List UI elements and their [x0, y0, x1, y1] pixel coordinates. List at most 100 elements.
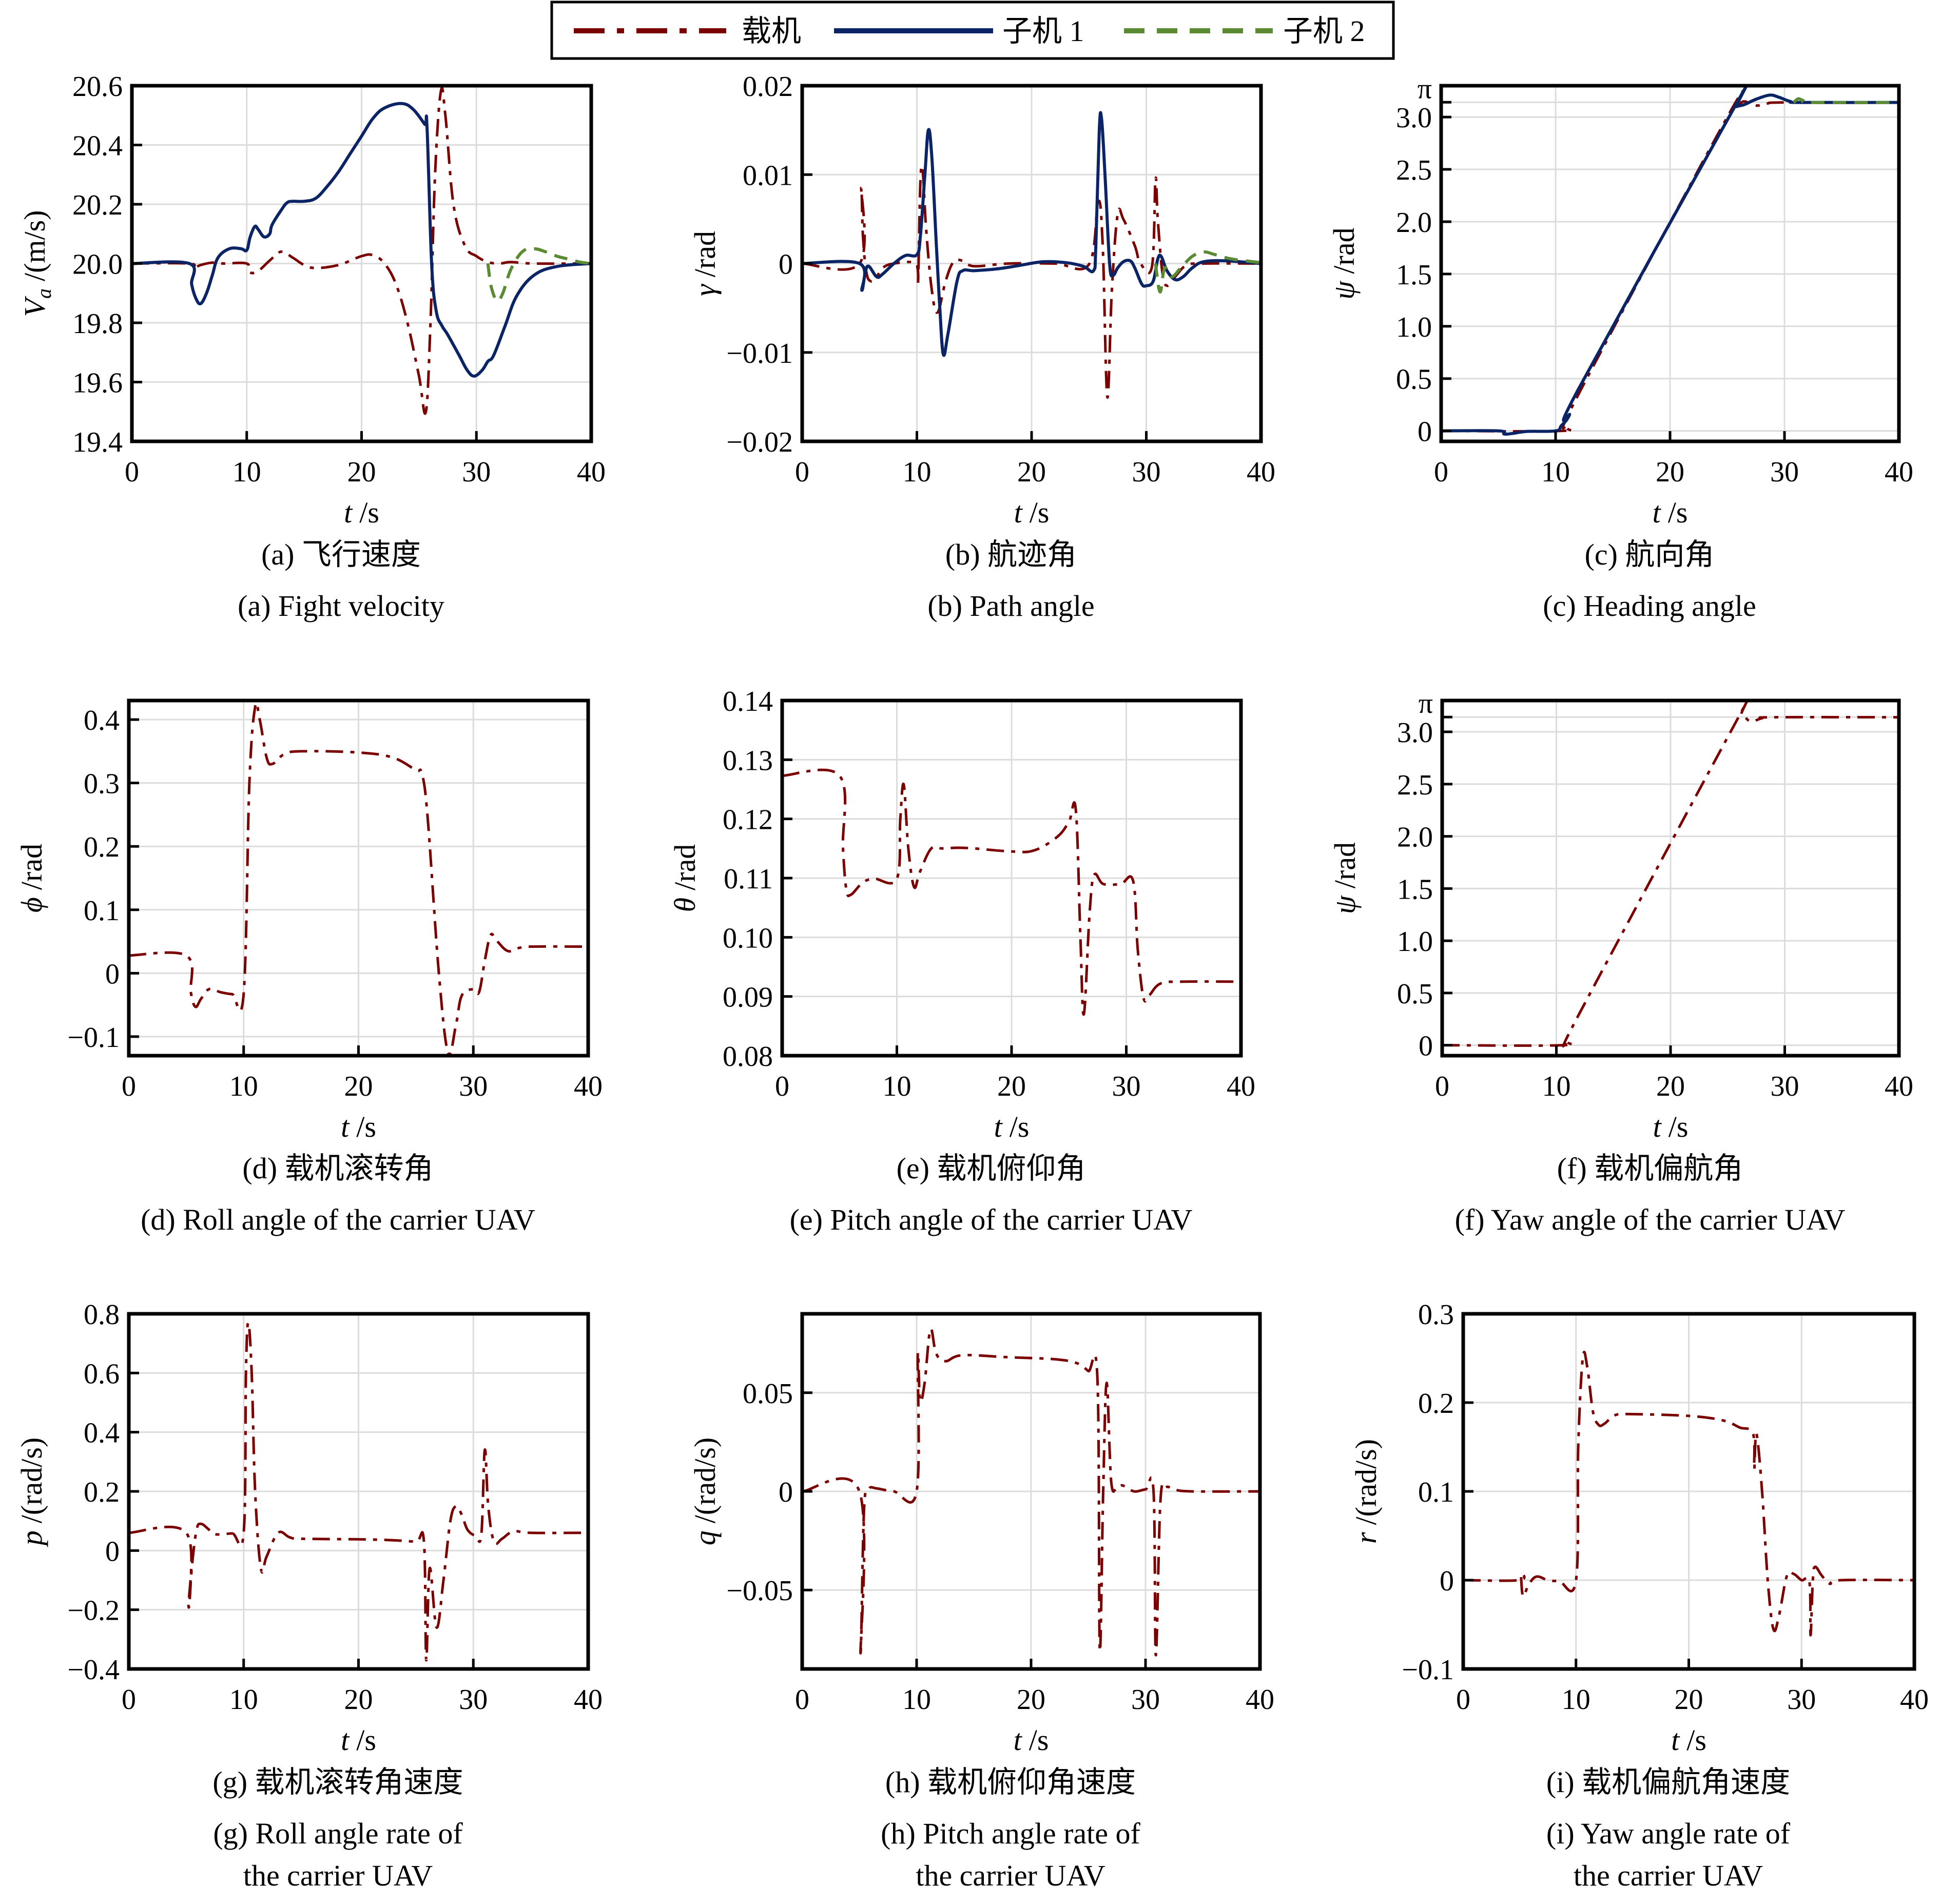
series-group-i [1463, 1350, 1914, 1637]
subplot-b: 0 10 20 30 40 −0.02 −0.01 0 0.01 0.02 γ/rad t/s (b) … [688, 71, 1275, 623]
y-axis-symbol: r [1349, 1532, 1383, 1544]
y-tick-label: 0.5 [1397, 978, 1433, 1010]
y-axis-subscript: a [32, 288, 55, 299]
x-tick-label: 20 [344, 1071, 373, 1102]
grid-h [802, 1314, 1260, 1669]
x-tick-label: 30 [1132, 456, 1161, 488]
y-axis-label-b: γ/rad [688, 231, 722, 296]
x-tick-label: 20 [1017, 1684, 1045, 1716]
y-tick-label: 3.0 [1396, 102, 1432, 134]
y-axis-label-g: p /(rad/s) [15, 1437, 48, 1548]
x-tick-label: 0 [1434, 456, 1448, 488]
series-group-a [132, 87, 591, 415]
y-tick-label: 20.2 [72, 189, 123, 221]
x-tick-label: 30 [462, 456, 491, 488]
x-axis-symbol: t [1653, 1110, 1662, 1143]
x-axis-symbol: t [1014, 496, 1023, 529]
caption-cn-h: (h) 载机俯仰角速度 [885, 1765, 1136, 1799]
x-axis-symbol: t [1671, 1723, 1680, 1757]
grid-c [1441, 86, 1899, 441]
legend-label-sub2: 子机 2 [1283, 14, 1365, 48]
y-tick-label: 0.2 [1418, 1388, 1454, 1420]
x-axis-unit: /s [356, 1110, 376, 1143]
y-tick-label: π [1419, 688, 1433, 720]
series-group-c [1441, 86, 1899, 436]
subplot-e: 0 10 20 30 40 0.08 0.09 0.10 0.11 0.12 0.13 0.14 θ/r… [668, 686, 1255, 1236]
x-axis-symbol: t [344, 496, 353, 529]
series-line-a-1 [132, 102, 591, 378]
subplot-c: 0 10 20 30 40 0 0.5 1.0 1.5 2.0 2.5 3.0π ψ/rad t/s (c)… [1327, 73, 1913, 623]
y-tick-label: 19.6 [72, 367, 123, 399]
y-axis-unit: /(rad/s) [688, 1437, 722, 1524]
subplot-f: 0 10 20 30 40 0 0.5 1.0 1.5 2.0 2.5 3.0π ψ/rad t/s (f)… [1328, 688, 1913, 1236]
x-tick-label: 40 [1227, 1071, 1255, 1102]
caption-en-g: the carrier UAV [243, 1859, 433, 1892]
y-tick-label: 2.0 [1397, 822, 1433, 853]
caption-cn-f: (f) 载机偏航角 [1557, 1152, 1743, 1185]
y-tick-label: −0.02 [726, 426, 793, 458]
grid-i [1463, 1314, 1914, 1669]
caption-en-h: the carrier UAV [916, 1859, 1105, 1892]
y-tick-label: 1.5 [1397, 873, 1433, 905]
x-axis-label-c: t/s [1653, 496, 1688, 529]
y-tick-label: 1.0 [1396, 312, 1432, 343]
y-tick-label: 0.01 [743, 160, 793, 191]
series-line-a-2 [486, 247, 591, 303]
y-tick-label: 0 [1418, 416, 1432, 448]
caption-en-e: (e) Pitch angle of the carrier UAV [790, 1203, 1193, 1236]
x-tick-label: 0 [795, 1684, 809, 1716]
x-tick-label: 20 [1656, 456, 1684, 488]
y-tick-label: 0 [105, 958, 120, 990]
y-tick-label: 0.2 [84, 831, 120, 863]
x-tick-label: 0 [122, 1684, 136, 1716]
x-tick-label: 30 [459, 1684, 488, 1716]
x-tick-label: 10 [1542, 1071, 1571, 1102]
subplot-a: 0 10 20 30 40 19.4 19.6 19.8 20.0 20.2 20.4 20.6 Va /… [18, 71, 606, 623]
x-tick-label: 40 [574, 1071, 603, 1102]
series-line-b-0 [802, 164, 1261, 399]
y-tick-label: −0.1 [1402, 1654, 1454, 1686]
y-tick-label: 0.3 [84, 768, 120, 800]
y-axis-label-a: Va /(m/s) [18, 210, 55, 317]
x-tick-label: 20 [997, 1071, 1026, 1102]
y-tick-label: 0 [105, 1536, 120, 1567]
x-tick-label: 10 [229, 1071, 258, 1102]
y-tick-label: 0.4 [84, 705, 120, 736]
series-group-g [129, 1321, 588, 1662]
x-tick-label: 40 [1885, 456, 1913, 488]
y-tick-label: −0.2 [67, 1595, 120, 1627]
series-line-b-2 [1154, 250, 1261, 294]
series-group-d [129, 701, 588, 1056]
x-tick-label: 30 [1131, 1684, 1160, 1716]
series-line-f-0 [1442, 701, 1899, 1047]
y-tick-label: 0.6 [84, 1358, 120, 1390]
series-group-h [802, 1327, 1260, 1657]
y-tick-label: 0.13 [723, 745, 773, 776]
x-axis-symbol: t [341, 1110, 350, 1143]
y-axis-label-e: θ/rad [668, 844, 702, 912]
y-tick-label: 0.2 [84, 1476, 120, 1508]
series-line-d-0 [129, 701, 588, 1056]
x-tick-label: 40 [1885, 1071, 1913, 1102]
x-tick-label: 0 [775, 1071, 789, 1102]
y-tick-label: 0 [779, 1476, 793, 1508]
caption-cn-g: (g) 载机滚转角速度 [212, 1765, 463, 1799]
caption-cn-i: (i) 载机偏航角速度 [1546, 1765, 1790, 1799]
y-tick-label: 0.14 [723, 686, 773, 717]
caption-cn-c: (c) 航向角 [1585, 538, 1715, 571]
y-tick-label: −0.01 [726, 338, 793, 370]
x-tick-label: 40 [574, 1684, 603, 1716]
y-tick-label: 3.0 [1397, 717, 1433, 749]
x-axis-unit: /s [1669, 1110, 1689, 1143]
series-line-b-1 [802, 111, 1261, 357]
y-axis-unit: /(m/s) [18, 210, 51, 282]
series-line-c-2 [1792, 97, 1899, 104]
x-tick-label: 30 [1770, 456, 1799, 488]
y-tick-label: 0.09 [723, 982, 773, 1014]
y-tick-label: 20.4 [72, 130, 123, 162]
series-line-h-0 [802, 1327, 1260, 1657]
y-tick-label: 0.12 [723, 804, 773, 836]
caption-en-g: (g) Roll angle rate of [213, 1817, 463, 1850]
series-line-c-0 [1441, 90, 1899, 433]
